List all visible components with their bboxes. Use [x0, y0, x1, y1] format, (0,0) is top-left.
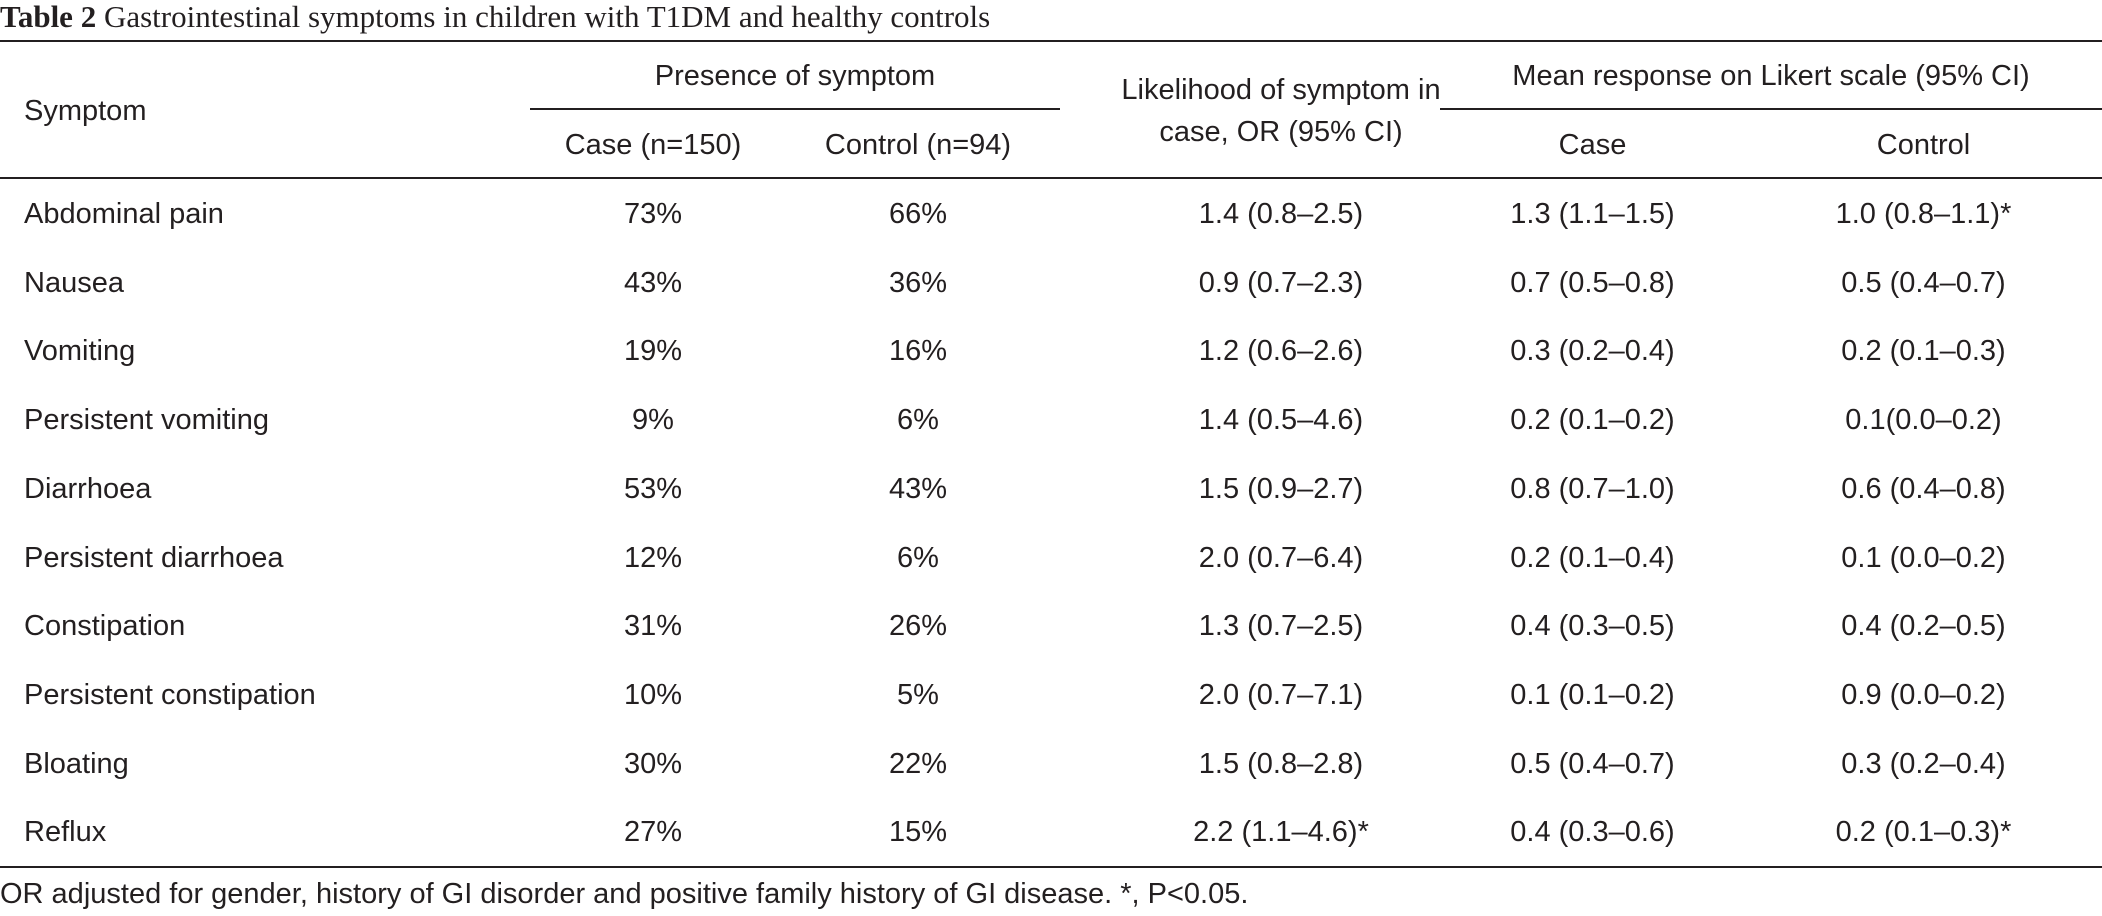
cell-control-pct: 6%: [897, 542, 939, 574]
cell-odds-ratio: 1.4 (0.5–4.6): [1198, 404, 1364, 436]
header-control: Control (n=94): [824, 129, 1012, 161]
cell-likert-control: 1.0 (0.8–1.1)*: [1835, 198, 2012, 230]
cell-likert-control: 0.6 (0.4–0.8): [1841, 473, 2006, 505]
header-rule: [0, 177, 2102, 179]
cell-control-pct: 43%: [888, 473, 948, 505]
cell-likert-control: 0.5 (0.4–0.7): [1841, 267, 2006, 299]
cell-symptom: Reflux: [24, 816, 107, 848]
header-presence-group: Presence of symptom: [654, 60, 936, 92]
likert-group-rule: [1440, 108, 2102, 110]
cell-control-pct: 5%: [897, 679, 939, 711]
bottom-rule: [0, 866, 2102, 868]
cell-control-pct: 22%: [888, 748, 948, 780]
cell-odds-ratio: 1.3 (0.7–2.5): [1198, 610, 1364, 642]
cell-symptom: Persistent constipation: [24, 679, 316, 711]
cell-odds-ratio: 1.2 (0.6–2.6): [1198, 335, 1364, 367]
header-case: Case (n=150): [564, 129, 742, 161]
cell-symptom: Constipation: [24, 610, 186, 642]
cell-control-pct: 26%: [888, 610, 948, 642]
header-likelihood-line1: Likelihood of symptom in: [1121, 74, 1441, 106]
cell-case-pct: 10%: [623, 679, 683, 711]
cell-control-pct: 36%: [888, 267, 948, 299]
header-likert-control: Control: [1876, 129, 1971, 161]
cell-control-pct: 16%: [888, 335, 948, 367]
cell-likert-control: 0.2 (0.1–0.3): [1841, 335, 2006, 367]
cell-case-pct: 27%: [623, 816, 683, 848]
cell-odds-ratio: 1.5 (0.9–2.7): [1198, 473, 1364, 505]
cell-symptom: Persistent vomiting: [24, 404, 269, 436]
presence-group-rule: [530, 108, 1060, 110]
cell-likert-case: 0.1 (0.1–0.2): [1510, 679, 1675, 711]
table-label: Table 2: [0, 0, 97, 34]
cell-odds-ratio: 1.5 (0.8–2.8): [1198, 748, 1364, 780]
header-likert-case: Case: [1558, 129, 1627, 161]
table-footnote: OR adjusted for gender, history of GI di…: [0, 878, 1249, 910]
cell-case-pct: 9%: [632, 404, 674, 436]
cell-case-pct: 73%: [623, 198, 683, 230]
cell-likert-case: 0.4 (0.3–0.6): [1510, 816, 1675, 848]
cell-symptom: Bloating: [24, 748, 129, 780]
cell-likert-case: 0.5 (0.4–0.7): [1510, 748, 1675, 780]
table-title: Gastrointestinal symptoms in children wi…: [103, 0, 991, 34]
cell-symptom: Persistent diarrhoea: [24, 542, 284, 574]
cell-likert-case: 0.4 (0.3–0.5): [1510, 610, 1675, 642]
cell-likert-case: 0.7 (0.5–0.8): [1510, 267, 1675, 299]
cell-symptom: Nausea: [24, 267, 124, 299]
cell-likert-control: 0.1 (0.0–0.2): [1841, 542, 2006, 574]
cell-case-pct: 30%: [623, 748, 683, 780]
cell-case-pct: 19%: [623, 335, 683, 367]
header-likelihood-line2: case, OR (95% CI): [1159, 116, 1403, 148]
cell-symptom: Abdominal pain: [24, 198, 224, 230]
cell-likert-case: 0.8 (0.7–1.0): [1510, 473, 1675, 505]
header-likert-group: Mean response on Likert scale (95% CI): [1512, 60, 2030, 92]
cell-control-pct: 66%: [888, 198, 948, 230]
cell-symptom: Vomiting: [24, 335, 136, 367]
cell-likert-case: 1.3 (1.1–1.5): [1510, 198, 1675, 230]
cell-likert-control: 0.4 (0.2–0.5): [1841, 610, 2006, 642]
cell-likert-case: 0.2 (0.1–0.4): [1510, 542, 1675, 574]
cell-control-pct: 6%: [897, 404, 939, 436]
cell-odds-ratio: 2.0 (0.7–6.4): [1198, 542, 1364, 574]
cell-case-pct: 53%: [623, 473, 683, 505]
cell-case-pct: 43%: [623, 267, 683, 299]
cell-odds-ratio: 1.4 (0.8–2.5): [1198, 198, 1364, 230]
cell-likert-control: 0.1(0.0–0.2): [1845, 404, 2002, 436]
cell-case-pct: 12%: [623, 542, 683, 574]
cell-likert-control: 0.9 (0.0–0.2): [1841, 679, 2006, 711]
cell-control-pct: 15%: [888, 816, 948, 848]
header-symptom: Symptom: [24, 95, 147, 127]
table-caption: Table 2 Gastrointestinal symptoms in chi…: [0, 0, 990, 37]
cell-odds-ratio: 2.0 (0.7–7.1): [1198, 679, 1364, 711]
cell-likert-case: 0.3 (0.2–0.4): [1510, 335, 1675, 367]
cell-odds-ratio: 2.2 (1.1–4.6)*: [1193, 816, 1369, 848]
top-rule: [0, 40, 2102, 42]
cell-symptom: Diarrhoea: [24, 473, 152, 505]
cell-likert-control: 0.2 (0.1–0.3)*: [1835, 816, 2012, 848]
cell-odds-ratio: 0.9 (0.7–2.3): [1198, 267, 1364, 299]
cell-case-pct: 31%: [623, 610, 683, 642]
cell-likert-control: 0.3 (0.2–0.4): [1841, 748, 2006, 780]
cell-likert-case: 0.2 (0.1–0.2): [1510, 404, 1675, 436]
